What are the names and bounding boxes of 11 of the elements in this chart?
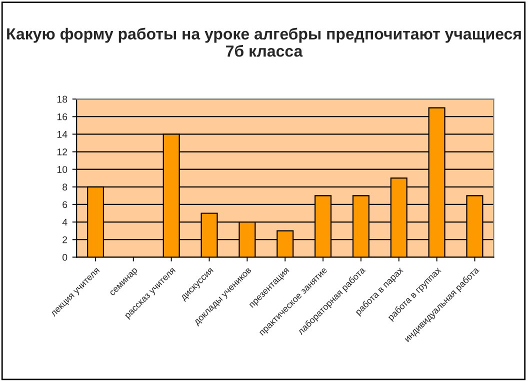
y-tick-label: 2 <box>62 236 68 244</box>
y-tick-label: 0 <box>62 254 68 261</box>
y-tick-label: 4 <box>62 218 68 226</box>
y-tick-label: 10 <box>57 166 68 173</box>
chart-title: Какую форму работы на уроке алгебры предпочитают учащиеся 7б класса <box>7 28 521 57</box>
y-tick-label: 18 <box>57 96 68 103</box>
y-tick-label: 12 <box>57 148 68 156</box>
y-tick-label: 16 <box>57 113 68 120</box>
y-tick-label: 8 <box>62 184 68 191</box>
y-tick-label: 14 <box>57 131 68 138</box>
y-tick-label: 6 <box>62 201 68 208</box>
